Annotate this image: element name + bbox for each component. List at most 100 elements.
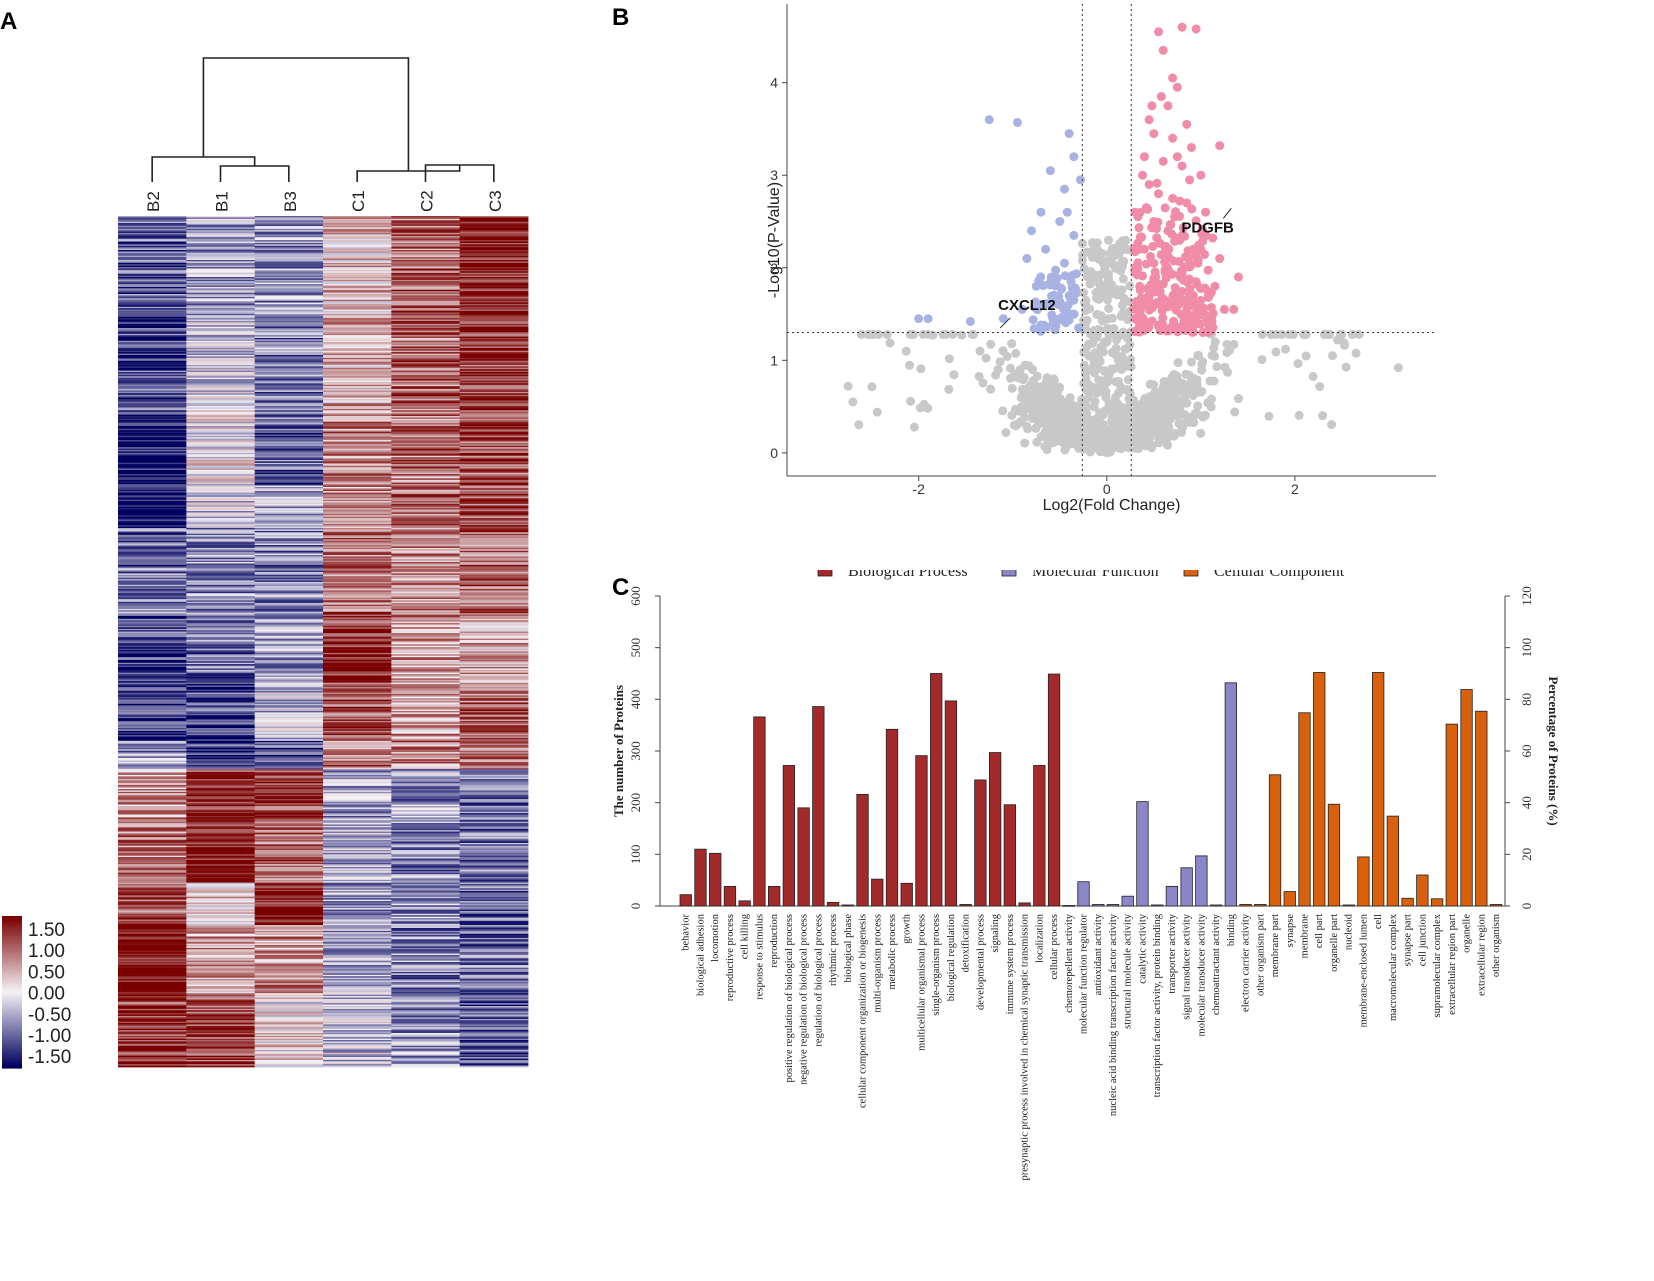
heatmap-cell bbox=[323, 898, 392, 901]
heatmap-cell bbox=[254, 1055, 324, 1058]
ns-point bbox=[1207, 350, 1217, 360]
heatmap-cell bbox=[254, 369, 324, 371]
heatmap-cell bbox=[459, 387, 529, 390]
heatmap-cell bbox=[323, 303, 392, 306]
heatmap-cell bbox=[391, 766, 461, 769]
heatmap-cell bbox=[391, 396, 461, 398]
heatmap-cell bbox=[118, 374, 187, 377]
heatmap-cell bbox=[391, 257, 461, 259]
heatmap-cell bbox=[323, 425, 392, 428]
heatmap-cell bbox=[459, 668, 529, 671]
legend-swatch bbox=[2, 1062, 22, 1067]
heatmap-cell bbox=[186, 821, 256, 824]
heatmap-cell bbox=[118, 757, 187, 760]
heatmap-cell bbox=[459, 745, 529, 747]
heatmap-cell bbox=[323, 254, 392, 257]
heatmap-cell bbox=[118, 1000, 187, 1003]
heatmap-cell bbox=[118, 563, 187, 566]
heatmap-cell bbox=[323, 552, 392, 554]
heatmap-cell bbox=[254, 675, 324, 678]
heatmap-cell bbox=[186, 289, 256, 292]
heatmap-cell bbox=[254, 759, 324, 762]
heatmap-cell bbox=[118, 411, 187, 414]
heatmap-cell bbox=[459, 580, 529, 583]
heatmap-cell bbox=[254, 834, 324, 837]
heatmap-cell bbox=[186, 302, 256, 305]
legend-swatch bbox=[2, 1032, 22, 1036]
heatmap-cell bbox=[118, 553, 187, 556]
heatmap-cell bbox=[254, 542, 324, 545]
heatmap-cell bbox=[323, 803, 392, 806]
heatmap-cell bbox=[118, 597, 187, 600]
heatmap-cell bbox=[391, 450, 461, 452]
ns-point bbox=[1078, 444, 1088, 454]
heatmap-cell bbox=[459, 818, 529, 821]
heatmap-cell bbox=[323, 902, 392, 905]
heatmap-cell bbox=[118, 635, 187, 638]
heatmap-cell bbox=[186, 1038, 256, 1041]
heatmap-cell bbox=[459, 425, 529, 428]
heatmap-cell bbox=[118, 990, 187, 993]
heatmap-cell bbox=[459, 274, 529, 276]
heatmap-cell bbox=[186, 865, 256, 868]
heatmap-cell bbox=[391, 1021, 461, 1024]
heatmap-cell bbox=[254, 1034, 324, 1037]
heatmap-cell bbox=[186, 275, 256, 278]
ns-point bbox=[1088, 338, 1098, 348]
heatmap-cell bbox=[186, 372, 256, 374]
heatmap-cell bbox=[118, 284, 187, 286]
heatmap-cell bbox=[254, 328, 324, 330]
heatmap-cell bbox=[254, 373, 324, 376]
heatmap-cell bbox=[118, 891, 187, 893]
heatmap-cell bbox=[391, 554, 461, 557]
heatmap-cell bbox=[186, 408, 256, 411]
heatmap-cell bbox=[459, 657, 529, 659]
heatmap-cell bbox=[186, 1030, 256, 1032]
heatmap-cell bbox=[323, 885, 392, 888]
legend-swatch bbox=[2, 943, 22, 947]
heatmap-cell bbox=[391, 987, 461, 990]
heatmap-cell bbox=[459, 696, 529, 699]
heatmap-cell bbox=[323, 928, 392, 930]
heatmap-cell bbox=[391, 332, 461, 335]
heatmap-cell bbox=[254, 380, 324, 383]
heatmap-cell bbox=[118, 797, 187, 800]
heatmap-cell bbox=[459, 458, 529, 461]
heatmap-cell bbox=[391, 313, 461, 316]
legend-swatch bbox=[2, 1030, 22, 1034]
heatmap-cell bbox=[118, 373, 187, 376]
heatmap-cell bbox=[186, 354, 256, 357]
heatmap-cell bbox=[323, 393, 392, 396]
heatmap-cell bbox=[459, 346, 529, 349]
heatmap-cell bbox=[323, 394, 392, 397]
heatmap-cell bbox=[323, 465, 392, 468]
heatmap-cell bbox=[323, 414, 392, 417]
heatmap-cell bbox=[118, 852, 187, 855]
heatmap-cell bbox=[323, 1038, 392, 1041]
heatmap-cell bbox=[323, 952, 392, 954]
heatmap-cell bbox=[186, 983, 256, 986]
heatmap-cell bbox=[391, 462, 461, 465]
heatmap-cell bbox=[459, 698, 529, 701]
heatmap-cell bbox=[118, 962, 187, 964]
heatmap-cell bbox=[186, 386, 256, 389]
heatmap-cell bbox=[459, 233, 529, 235]
heatmap-cell bbox=[323, 580, 392, 583]
heatmap-cell bbox=[391, 767, 461, 770]
heatmap-cell bbox=[459, 794, 529, 797]
heatmap-cell bbox=[391, 645, 461, 648]
heatmap-cell bbox=[391, 844, 461, 847]
heatmap-cell bbox=[118, 706, 187, 709]
heatmap-cell bbox=[118, 403, 187, 406]
heatmap-cell bbox=[391, 278, 461, 281]
legend-swatch bbox=[2, 936, 22, 940]
heatmap-cell bbox=[254, 620, 324, 623]
heatmap-cell bbox=[459, 998, 529, 1001]
heatmap-cell bbox=[391, 472, 461, 475]
heatmap-cell bbox=[391, 848, 461, 851]
heatmap-cell bbox=[118, 225, 187, 228]
heatmap-cell bbox=[323, 937, 392, 940]
heatmap-cell bbox=[254, 618, 324, 621]
heatmap-cell bbox=[459, 241, 529, 244]
heatmap-cell bbox=[323, 648, 392, 651]
